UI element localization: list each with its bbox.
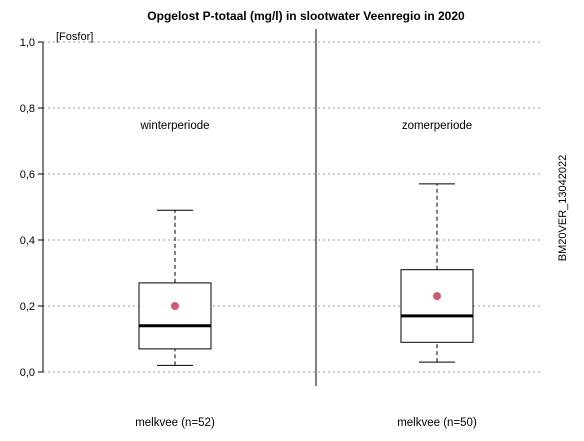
y-tick-label: 0,2 (20, 301, 35, 313)
y-tick-label: 0,4 (20, 235, 35, 247)
mean-marker (171, 302, 179, 310)
box (400, 269, 474, 343)
axes (38, 29, 317, 386)
y-tick-label: 0,0 (20, 367, 35, 379)
boxes (138, 183, 474, 366)
box (138, 282, 212, 350)
category-label: melkvee (n=52) (135, 417, 215, 429)
category-label: melkvee (n=50) (397, 417, 477, 429)
boxplot-zomerperiode (400, 183, 474, 363)
panel-label: winterperiode (139, 120, 209, 132)
chart-title: Opgelost P-totaal (mg/l) in slootwater V… (147, 9, 465, 23)
y-tick-label: 0,6 (20, 169, 35, 181)
y-axis-label: [Fosfor] (56, 31, 93, 43)
panel-label: zomerperiode (402, 120, 472, 132)
mean-marker (433, 292, 441, 301)
side-code-label: BM20VER_13042022 (557, 155, 569, 261)
labels: 0,0 0,2 0,4 0,6 0,8 1,0 winterperiode melkvee (… (20, 37, 477, 429)
y-tick-label: 0,8 (20, 103, 35, 115)
boxplot-winterperiode (138, 209, 212, 366)
y-tick-label: 1,0 (20, 37, 35, 49)
